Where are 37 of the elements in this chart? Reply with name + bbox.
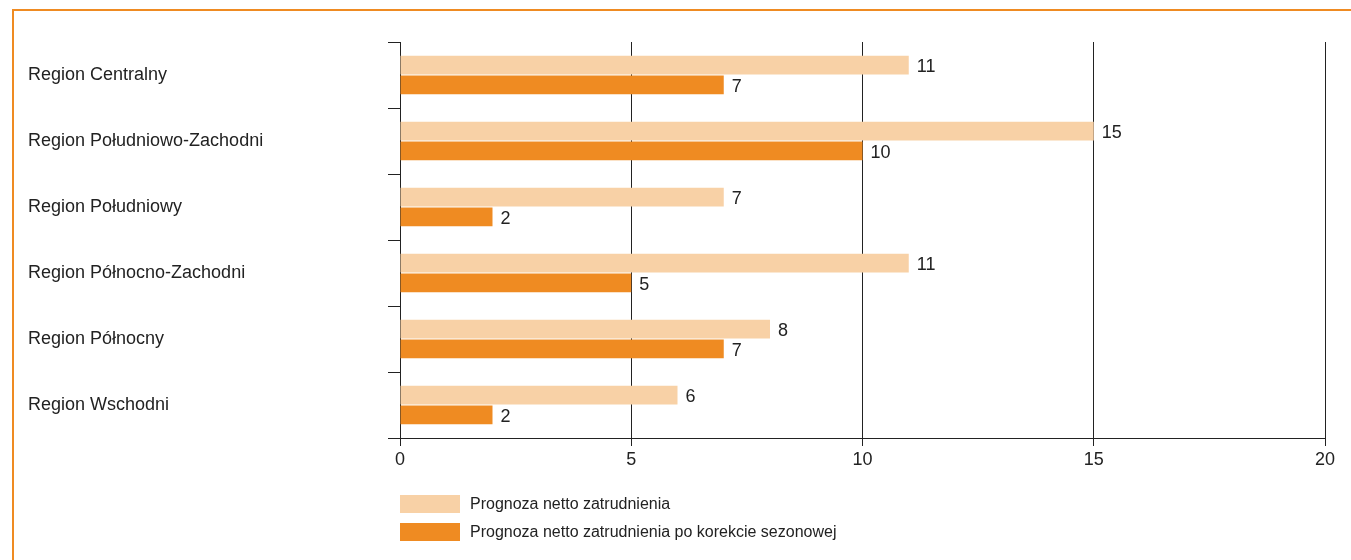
data-label: 7 — [731, 339, 742, 360]
bar — [400, 187, 724, 207]
bar — [400, 141, 863, 161]
data-label: 5 — [639, 273, 650, 294]
bar — [400, 385, 678, 405]
bar — [400, 319, 770, 339]
bar — [400, 273, 632, 293]
data-label: 2 — [500, 405, 511, 426]
y-tick-label: Region Wschodni — [28, 393, 170, 414]
bar — [400, 405, 493, 425]
data-label: 10 — [870, 141, 891, 162]
y-tick-label: Region Południowo-Zachodni — [28, 129, 264, 150]
data-label: 7 — [731, 188, 742, 209]
legend-label: Prognoza netto zatrudnienia po korekcie sezonowej — [470, 523, 837, 541]
bar — [400, 339, 724, 359]
x-tick-label: 10 — [852, 448, 873, 469]
y-tick-label: Region Północny — [28, 327, 165, 348]
bar — [400, 253, 909, 273]
data-label: 11 — [916, 254, 936, 275]
bar — [400, 207, 493, 227]
data-label: 8 — [778, 320, 789, 341]
data-label: 7 — [731, 75, 742, 96]
legend-label: Prognoza netto zatrudnienia — [470, 495, 671, 513]
data-label: 15 — [1101, 122, 1122, 143]
y-tick-label: Region Północno-Zachodni — [28, 261, 246, 282]
x-tick-label: 0 — [394, 448, 406, 469]
bar — [400, 75, 724, 95]
data-label: 11 — [916, 56, 936, 77]
y-tick-label: Region Południowy — [28, 195, 183, 216]
x-tick-label: 5 — [626, 448, 637, 469]
data-label: 2 — [500, 207, 511, 228]
x-tick-label: 20 — [1314, 448, 1336, 469]
bar — [400, 55, 909, 75]
x-tick-label: 15 — [1083, 448, 1104, 469]
bar — [400, 121, 1094, 141]
data-label: 6 — [685, 386, 696, 407]
y-tick-label: Region Centralny — [28, 63, 168, 84]
